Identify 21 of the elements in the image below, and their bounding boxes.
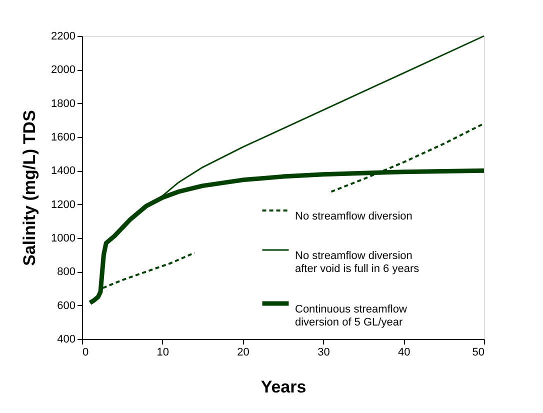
y-tick-label: 2200 (51, 30, 76, 42)
x-tick-label: 10 (156, 346, 170, 358)
y-tick-label: 600 (57, 300, 76, 312)
y-axis-title: Salinity (mg/L) TDS (20, 110, 40, 266)
x-axis-title: Years (260, 378, 306, 396)
y-tick-label: 1800 (51, 98, 76, 110)
y-tick-label: 800 (57, 266, 76, 278)
y-tick-label: 400 (57, 334, 76, 346)
x-tick-label: 30 (318, 346, 330, 358)
legend-label: No streamflow diversion after void is full in 6 years (295, 250, 420, 275)
y-tick-label: 2000 (51, 64, 76, 76)
legend-label: No streamflow diversion (295, 210, 412, 222)
x-tick-label: 0 (82, 346, 89, 358)
y-tick-label: 1200 (51, 198, 76, 211)
legend-label: Continuous streamflow diversion of 5 GL/year (295, 304, 407, 328)
y-tick-label: 1000 (51, 232, 76, 244)
y-tick-label: 1600 (51, 132, 76, 144)
x-tick-label: 50 (472, 346, 484, 358)
y-tick-label: 1400 (51, 165, 76, 178)
x-tick-label: 20 (237, 346, 250, 358)
x-tick-label: 40 (398, 346, 410, 358)
